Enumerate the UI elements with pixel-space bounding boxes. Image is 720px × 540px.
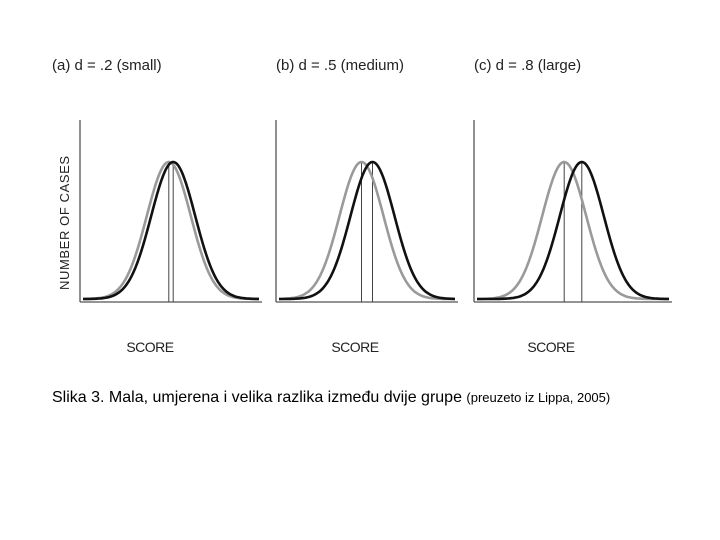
panel-title: (a) d = .2 (small)	[52, 57, 162, 74]
caption-main: Slika 3. Mala, umjerena i velika razlika…	[52, 389, 467, 406]
caption-source: (preuzeto iz Lippa, 2005)	[466, 390, 611, 405]
panel-2: (b) d = .5 (medium) SCORE	[275, 57, 458, 355]
panel-3: (c) d = .8 (large) SCORE	[473, 57, 672, 355]
effect-size-figure: NUMBER OF CASES (a) d = .2 (small)SCORE(…	[52, 57, 672, 355]
curve-group1	[279, 160, 455, 301]
curve-group2	[477, 160, 669, 301]
x-axis-label: SCORE	[331, 339, 378, 355]
x-axis-label: SCORE	[527, 339, 574, 355]
curve-group2	[83, 160, 259, 301]
y-axis-label: NUMBER OF CASES	[57, 155, 72, 290]
curve-group1	[83, 160, 259, 301]
panel-title: (c) d = .8 (large)	[474, 57, 581, 74]
curve-group2	[279, 160, 455, 301]
panel-1: (a) d = .2 (small) SCORE	[52, 57, 262, 355]
panel-title: (b) d = .5 (medium)	[276, 57, 404, 74]
curve-group1	[477, 160, 669, 301]
figure-caption: Slika 3. Mala, umjerena i velika razlika…	[52, 389, 610, 407]
panels-group: (a) d = .2 (small)SCORE(b) d = .5 (mediu…	[52, 57, 672, 355]
x-axis-label: SCORE	[126, 339, 173, 355]
